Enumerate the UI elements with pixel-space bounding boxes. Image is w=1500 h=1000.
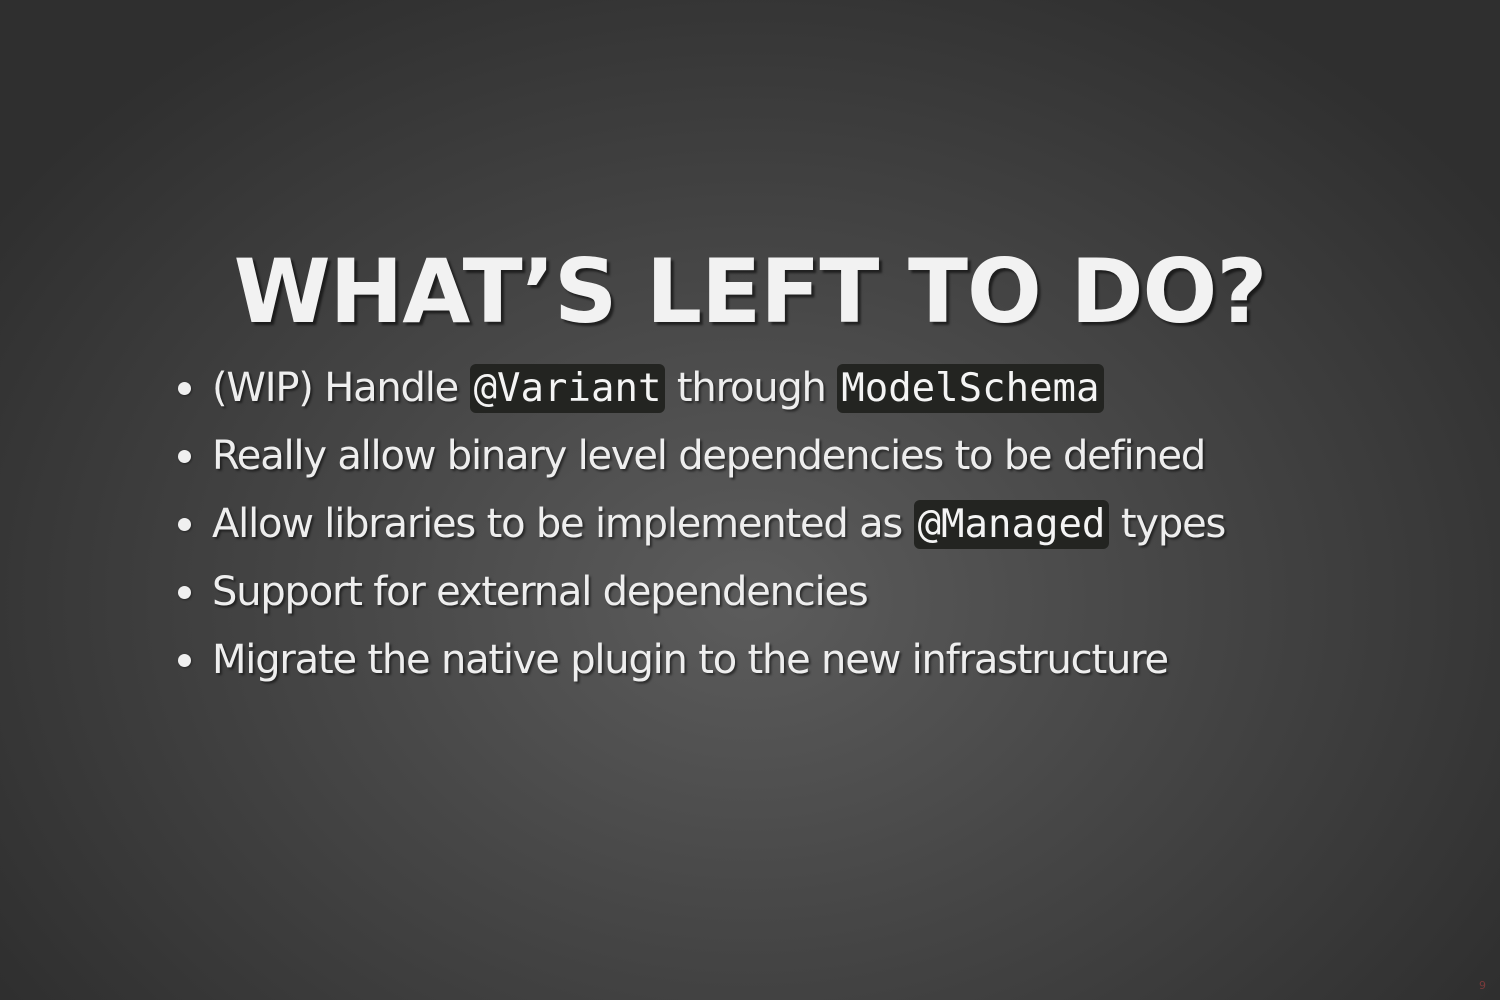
- bullet-item: Support for external dependencies: [170, 561, 1410, 629]
- bullet-item: Really allow binary level dependencies t…: [170, 425, 1410, 493]
- inline-code: ModelSchema: [837, 364, 1104, 413]
- page-number: 9: [1479, 979, 1486, 992]
- inline-code: @Variant: [469, 364, 666, 413]
- bullet-text: (WIP) Handle: [212, 365, 470, 411]
- bullet-item: Migrate the native plugin to the new inf…: [170, 629, 1410, 697]
- inline-code: @Managed: [913, 500, 1110, 549]
- bullet-dot-icon: [178, 382, 191, 395]
- slide-title: WHAT’S LEFT TO DO?: [233, 240, 1268, 343]
- bullet-list: (WIP) Handle @Variant through ModelSchem…: [170, 357, 1410, 697]
- bullet-item: Allow libraries to be implemented as @Ma…: [170, 493, 1410, 561]
- bullet-item: (WIP) Handle @Variant through ModelSchem…: [170, 357, 1410, 425]
- bullet-dot-icon: [178, 518, 191, 531]
- bullet-text: types: [1109, 501, 1226, 547]
- bullet-dot-icon: [178, 450, 191, 463]
- bullet-text: Support for external dependencies: [212, 569, 869, 615]
- bullet-text: Allow libraries to be implemented as: [212, 501, 914, 547]
- bullet-dot-icon: [178, 586, 191, 599]
- bullet-text: through: [665, 365, 838, 411]
- bullet-text: Really allow binary level dependencies t…: [212, 433, 1206, 479]
- bullet-dot-icon: [178, 654, 191, 667]
- bullet-text: Migrate the native plugin to the new inf…: [212, 637, 1169, 683]
